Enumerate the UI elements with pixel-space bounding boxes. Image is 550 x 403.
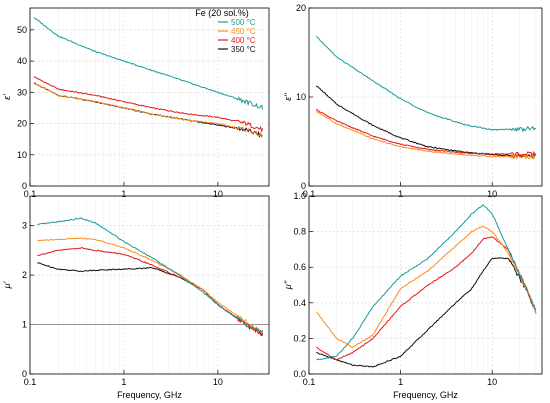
x-tick-label: 10 [213,377,223,387]
y-tick-label: 40 [17,56,27,66]
legend-entry-400: 400 °C [231,36,256,45]
y-tick-label: 0.6 [293,262,306,272]
legend-entry-450: 450 °C [231,27,256,36]
y-axis-label: μ' [2,281,12,289]
y-tick-label: 0.4 [293,298,306,308]
series-line-450 [37,237,264,333]
panel-top-right: 0.1 1 10 0 10 20 ε'' [283,3,543,199]
series-line-450 [315,110,537,161]
series-line-400 [37,246,264,336]
x-axis-label: Frequency, GHz [393,390,458,400]
series-line-500 [316,204,537,361]
panel-top-left: 0.1 1 10 0 10 20 30 40 50 ε' [2,7,270,199]
series-line-450 [315,225,537,349]
x-axis-label: Frequency, GHz [117,390,182,400]
y-axis-label: ε' [2,94,12,100]
y-tick-label: 2 [22,270,27,280]
y-tick-label: 10 [296,92,306,102]
panel-bottom-left: 0.1 1 10 0 1 2 3 μ' Frequency, GHz [2,195,270,400]
y-axis-label: μ'' [283,281,293,291]
y-axis-label: ε'' [283,93,293,101]
series-line-400 [33,76,264,133]
y-tick-label: 0.0 [293,369,306,379]
plot-frame [308,7,543,187]
y-tick-label: 0 [22,181,27,191]
series-line-400 [316,108,537,157]
x-tick-label: 10 [487,377,497,387]
y-tick-label: 0.8 [293,227,306,237]
x-tick-label: 1 [121,377,126,387]
y-tick-label: 0 [301,181,306,191]
x-tick-label: 0.1 [24,189,37,199]
series-line-450 [33,82,264,137]
x-tick-label: 1 [121,189,126,199]
legend-title: Fe (20 sol.%) [195,8,249,18]
x-tick-label: 0.1 [303,189,316,199]
y-tick-label: 0.2 [293,333,306,343]
x-tick-label: 1 [398,377,403,387]
y-tick-label: 20 [296,3,306,13]
series-line-500 [37,217,264,334]
plot-frame [29,195,270,375]
y-tick-label: 20 [17,119,27,129]
x-tick-label: 0.1 [24,377,37,387]
x-tick-label: 10 [487,189,497,199]
y-tick-label: 3 [22,221,27,231]
series-line-350 [315,85,537,160]
series-line-500 [315,35,536,133]
legend-entry-350: 350 °C [231,45,256,54]
y-tick-label: 0 [22,369,27,379]
y-tick-label: 1 [22,320,27,330]
y-tick-label: 10 [17,150,27,160]
series-line-500 [33,17,264,110]
plot-frame [29,7,270,187]
panel-bottom-right: 0.1 1 10 0.0 0.2 0.4 0.6 0.8 1.0 μ'' Frequency, GH… [283,191,543,400]
x-tick-label: 10 [213,189,223,199]
plot-frame [308,195,543,375]
y-tick-label: 50 [17,25,27,35]
series-line-350 [316,257,537,368]
x-tick-label: 0.1 [303,377,316,387]
legend-entry-500: 500 °C [231,18,256,27]
x-tick-label: 1 [398,189,403,199]
series-line-400 [316,236,537,361]
y-tick-label: 30 [17,87,27,97]
y-tick-label: 1.0 [293,191,306,201]
